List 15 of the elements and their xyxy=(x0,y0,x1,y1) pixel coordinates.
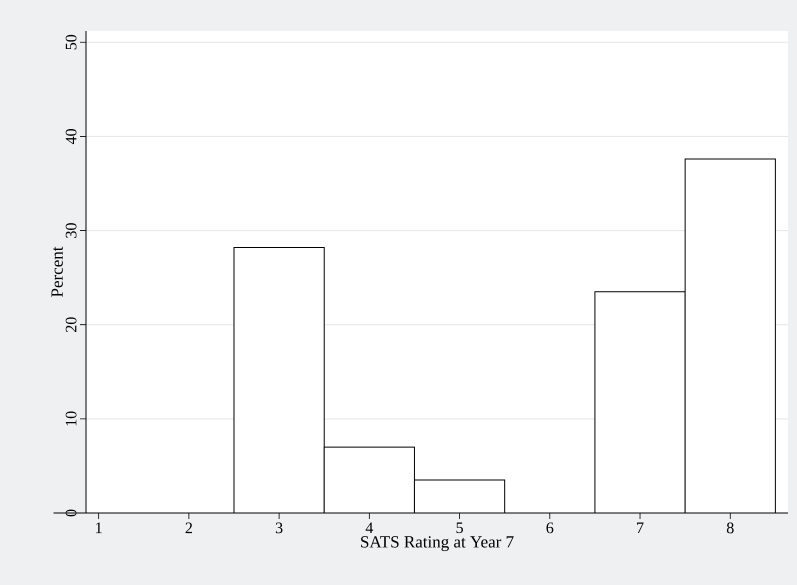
x-axis-title: SATS Rating at Year 7 xyxy=(361,536,514,552)
x-tick-label: 1 xyxy=(96,522,102,534)
y-tick-label: 40 xyxy=(66,129,76,144)
x-tick-label: 6 xyxy=(546,522,554,534)
x-tick-label: 8 xyxy=(726,522,734,534)
x-tick-label: 3 xyxy=(276,522,282,534)
y-tick-label: 20 xyxy=(66,317,76,332)
x-tick-label: 5 xyxy=(456,522,463,534)
y-axis-title: Percent xyxy=(52,246,63,297)
y-tick-label: 10 xyxy=(66,411,76,426)
x-tick-label: 7 xyxy=(637,522,644,533)
x-tick-label: 2 xyxy=(186,522,192,534)
y-tick-label: 50 xyxy=(66,34,76,50)
y-tick-label: 30 xyxy=(66,223,76,238)
x-tick-label: 4 xyxy=(366,522,374,534)
